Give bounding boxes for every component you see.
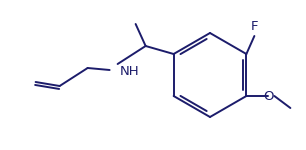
- Text: O: O: [263, 90, 274, 102]
- Text: F: F: [251, 20, 258, 33]
- Text: NH: NH: [120, 65, 139, 78]
